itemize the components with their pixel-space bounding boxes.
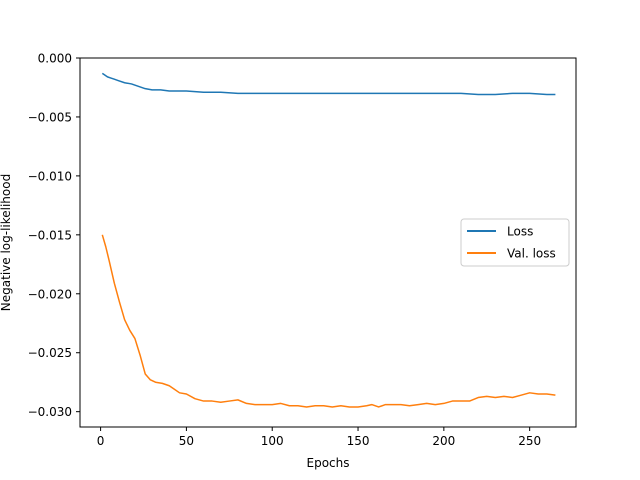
y-tick-label: −0.015: [28, 228, 72, 242]
y-tick-label: −0.005: [28, 110, 72, 124]
ticks: 0 50 100 150 200 250 0.000 −0.005 −0.010 −0.015 −0…: [28, 52, 542, 449]
y-tick-label: −0.025: [28, 346, 72, 360]
y-tick-label: −0.020: [28, 287, 72, 301]
series-line-val-loss: [101, 234, 556, 408]
x-tick-label: 100: [261, 434, 284, 448]
y-tick-label: 0.000: [38, 52, 72, 66]
axes-frame: [79, 57, 577, 428]
y-tick-label: −0.010: [28, 169, 72, 183]
series-line-loss: [101, 72, 556, 96]
x-tick-label: 200: [432, 434, 455, 448]
legend-label-val-loss: Val. loss: [507, 247, 556, 261]
x-tick-label: 150: [347, 434, 370, 448]
x-tick-label: 250: [518, 434, 541, 448]
y-axis-label: Negative log-likelihood: [0, 174, 13, 311]
y-tick-label: −0.030: [28, 405, 72, 419]
x-axis-label: Epochs: [307, 456, 350, 470]
legend-label-loss: Loss: [507, 225, 533, 239]
x-tick-label: 50: [179, 434, 194, 448]
x-tick-label: 0: [97, 434, 105, 448]
legend: Loss Val. loss: [460, 218, 570, 267]
plot-area: [101, 72, 556, 408]
